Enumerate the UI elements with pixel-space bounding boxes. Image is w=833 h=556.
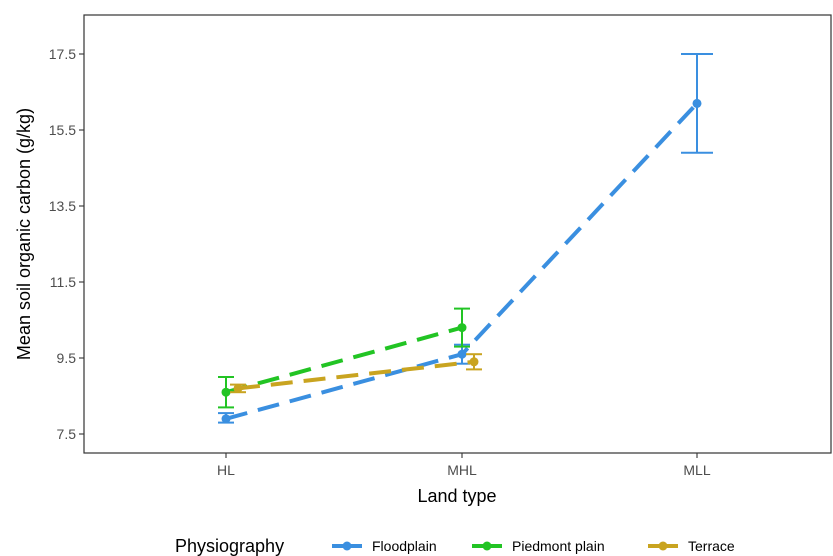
y-tick-label: 15.5 <box>49 122 76 138</box>
y-axis-title: Mean soil organic carbon (g/kg) <box>14 108 34 360</box>
series-layer <box>218 53 713 424</box>
x-axis-title: Land type <box>417 486 496 506</box>
legend: Physiography Floodplain Piedmont plain Ter… <box>175 536 735 556</box>
plot-panel <box>83 14 832 454</box>
x-tick-label: MHL <box>447 462 477 478</box>
y-axis: 7.5 9.5 11.5 13.5 15.5 17.5 <box>49 46 84 442</box>
legend-key-point <box>658 541 668 551</box>
data-point <box>221 387 231 397</box>
series-terrace <box>230 353 482 394</box>
legend-label: Terrace <box>688 538 735 554</box>
legend-label: Floodplain <box>372 538 437 554</box>
series-piedmont-plain <box>218 307 470 409</box>
legend-title: Physiography <box>175 536 284 556</box>
legend-label: Piedmont plain <box>512 538 605 554</box>
y-tick-label: 11.5 <box>50 274 76 290</box>
legend-key-point <box>342 541 352 551</box>
legend-key-point <box>482 541 492 551</box>
data-point <box>233 383 243 393</box>
y-tick-label: 9.5 <box>57 350 77 366</box>
series-line <box>225 325 463 395</box>
y-tick-label: 13.5 <box>49 198 76 214</box>
data-point <box>221 414 231 424</box>
x-tick-label: MLL <box>683 462 710 478</box>
x-axis: HL MHL MLL <box>217 453 711 478</box>
data-point <box>457 349 467 359</box>
data-point <box>457 323 467 333</box>
series-line <box>237 359 475 391</box>
y-tick-label: 17.5 <box>49 46 76 62</box>
data-point <box>692 98 702 108</box>
y-tick-label: 7.5 <box>57 426 77 442</box>
series-floodplain <box>218 53 713 424</box>
x-tick-label: HL <box>217 462 235 478</box>
data-point <box>469 357 479 367</box>
